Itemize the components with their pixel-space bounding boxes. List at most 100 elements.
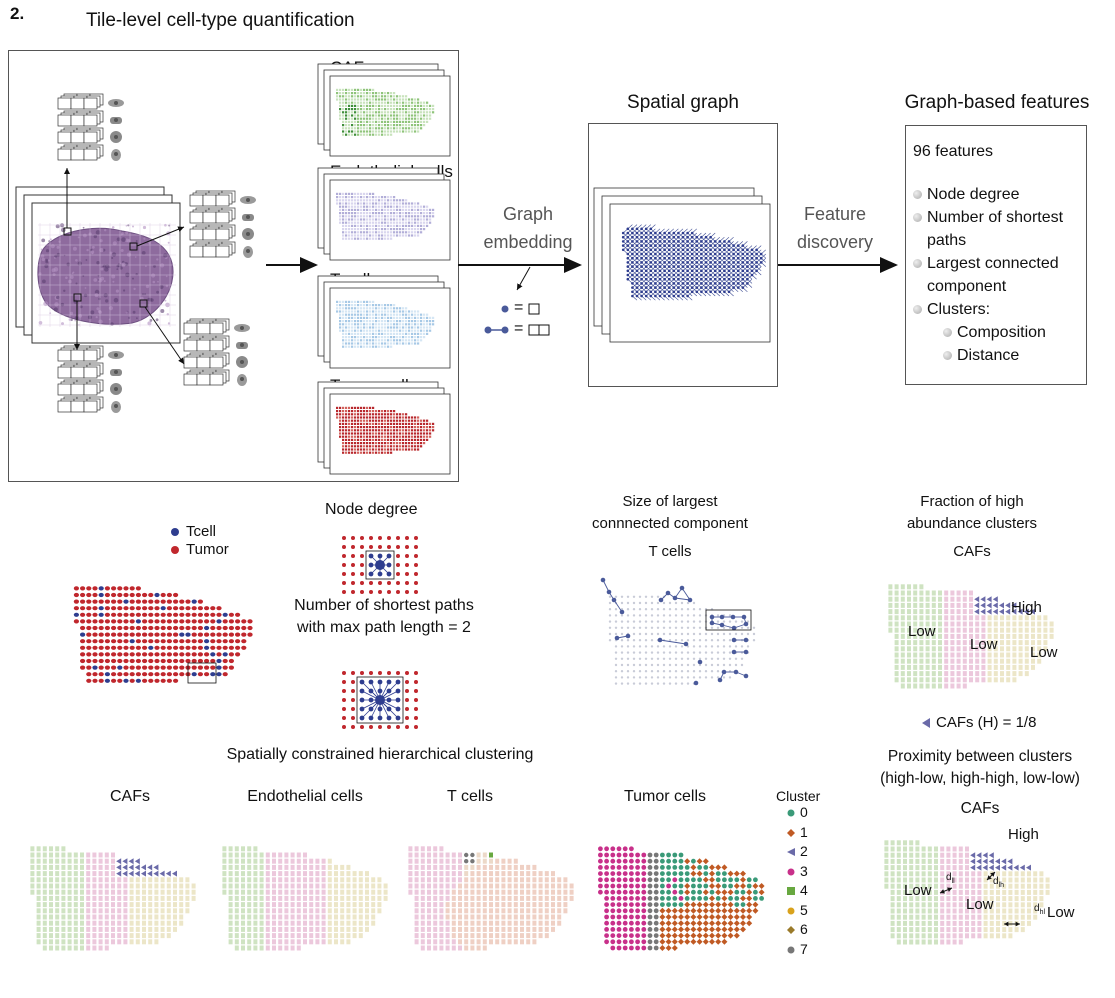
map-dot-tumor	[432, 429, 435, 432]
map-dot-tcells	[426, 323, 429, 326]
map-dot-tcells	[369, 307, 372, 310]
map-dot-endothelial	[363, 202, 366, 205]
map-dot-cafs	[378, 114, 381, 117]
map-dot-tcells	[384, 304, 387, 307]
map-dot-tcells	[357, 332, 360, 335]
tissue-texture	[127, 224, 130, 227]
map-dot-tcells	[381, 342, 384, 345]
tissue-texture	[103, 280, 106, 283]
map-dot-tumor	[366, 413, 369, 416]
map-dot-endothelial	[408, 234, 411, 237]
map-dot-tumor	[351, 432, 354, 435]
map-dot-cafs	[354, 104, 357, 107]
tissue-texture	[103, 293, 108, 298]
map-dot-cafs	[363, 130, 366, 133]
map-dot-tcells	[417, 313, 420, 316]
map-dot-endothelial	[405, 199, 408, 202]
map-dot-endothelial	[384, 199, 387, 202]
map-dot-tumor	[339, 422, 342, 425]
map-dot-endothelial	[417, 208, 420, 211]
map-dot-tumor	[399, 438, 402, 441]
map-dot-tcells	[375, 332, 378, 335]
map-dot-tcells	[342, 300, 345, 303]
map-dot-endothelial	[399, 208, 402, 211]
map-dot-cafs	[372, 120, 375, 123]
map-dot-cafs	[378, 117, 381, 120]
map-dot-tumor	[369, 442, 372, 445]
map-dot-cafs	[381, 133, 384, 136]
map-dot-tumor	[393, 410, 396, 413]
map-dot-endothelial	[402, 205, 405, 208]
map-dot-cafs	[336, 88, 339, 91]
map-dot-tumor	[360, 429, 363, 432]
map-dot-endothelial	[381, 237, 384, 240]
map-dot-tumor	[375, 445, 378, 448]
map-dot-endothelial	[372, 237, 375, 240]
map-dot-cafs	[390, 98, 393, 101]
map-dot-endothelial	[387, 224, 390, 227]
map-dot-cafs	[360, 114, 363, 117]
map-dot-tumor	[345, 432, 348, 435]
map-dot-tcells	[384, 320, 387, 323]
map-dot-cafs	[372, 104, 375, 107]
tissue-texture	[164, 299, 167, 302]
map-dot-endothelial	[363, 212, 366, 215]
map-dot-cafs	[369, 92, 372, 95]
map-dot-cafs	[357, 120, 360, 123]
map-dot-endothelial	[429, 221, 432, 224]
map-dot-endothelial	[396, 231, 399, 234]
map-dot-tumor	[411, 429, 414, 432]
map-dot-tumor	[378, 429, 381, 432]
map-dot-tcells	[396, 310, 399, 313]
map-dot-cafs	[366, 117, 369, 120]
map-dot-tcells	[345, 326, 348, 329]
map-dot-cafs	[405, 108, 408, 111]
map-dot-cafs	[417, 104, 420, 107]
map-dot-tcells	[378, 307, 381, 310]
map-dot-cafs	[396, 108, 399, 111]
map-dot-tcells	[348, 336, 351, 339]
map-dot-cafs	[375, 124, 378, 127]
map-dot-tumor	[384, 448, 387, 451]
map-dot-endothelial	[411, 202, 414, 205]
map-dot-tumor	[372, 426, 375, 429]
map-dot-tcells	[345, 310, 348, 313]
map-dot-tcells	[345, 304, 348, 307]
map-dot-cafs	[372, 133, 375, 136]
map-dot-tumor	[375, 413, 378, 416]
map-dot-tcells	[360, 323, 363, 326]
map-dot-cafs	[390, 95, 393, 98]
map-dot-endothelial	[345, 212, 348, 215]
tissue-texture	[157, 280, 159, 283]
map-dot-endothelial	[375, 221, 378, 224]
map-dot-cafs	[429, 114, 432, 117]
map-dot-tcells	[369, 310, 372, 313]
map-dot-endothelial	[393, 221, 396, 224]
map-dot-tumor	[342, 442, 345, 445]
tissue-texture	[160, 309, 165, 313]
map-dot-tumor	[360, 432, 363, 435]
map-dot-cafs	[384, 120, 387, 123]
map-dot-tcells	[369, 329, 372, 332]
map-dot-endothelial	[339, 221, 342, 224]
map-dot-endothelial	[423, 228, 426, 231]
map-dot-tumor	[342, 448, 345, 451]
tissue-texture	[90, 310, 95, 315]
map-dot-tcells	[399, 316, 402, 319]
map-dot-tcells	[342, 307, 345, 310]
map-dot-endothelial	[378, 237, 381, 240]
map-dot-tumor	[348, 422, 351, 425]
map-dot-cafs	[351, 104, 354, 107]
map-dot-tcells	[426, 316, 429, 319]
map-dot-cafs	[372, 130, 375, 133]
map-dot-endothelial	[375, 231, 378, 234]
map-dot-cafs	[390, 114, 393, 117]
map-dot-tumor	[429, 429, 432, 432]
map-dot-endothelial	[360, 212, 363, 215]
map-dot-cafs	[372, 101, 375, 104]
map-dot-cafs	[381, 101, 384, 104]
map-dot-tcells	[339, 323, 342, 326]
map-dot-cafs	[390, 108, 393, 111]
map-dot-endothelial	[387, 231, 390, 234]
map-dot-endothelial	[372, 234, 375, 237]
